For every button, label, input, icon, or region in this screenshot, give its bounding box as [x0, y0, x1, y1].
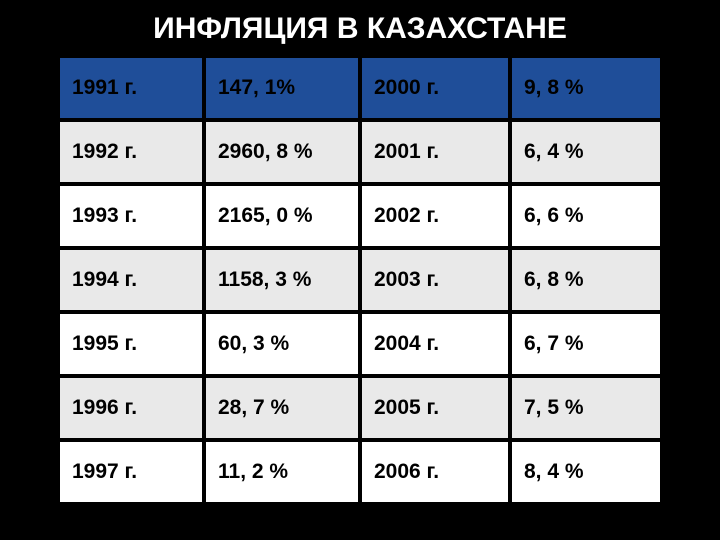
- table-cell: 9, 8 %: [510, 58, 660, 120]
- table-cell: 2004 г.: [360, 312, 510, 376]
- table-cell: 147, 1%: [204, 58, 360, 120]
- table-row: 1993 г.2165, 0 %2002 г.6, 6 %: [60, 184, 660, 248]
- table-cell: 11, 2 %: [204, 440, 360, 504]
- table-cell: 2003 г.: [360, 248, 510, 312]
- table-cell: 1994 г.: [60, 248, 204, 312]
- table-cell: 2960, 8 %: [204, 120, 360, 184]
- table-body: 1991 г.147, 1%2000 г.9, 8 %1992 г.2960, …: [60, 58, 660, 504]
- table-cell: 2002 г.: [360, 184, 510, 248]
- table-cell: 6, 8 %: [510, 248, 660, 312]
- table-cell: 1997 г.: [60, 440, 204, 504]
- table-cell: 1991 г.: [60, 58, 204, 120]
- slide-container: ИНФЛЯЦИЯ В КАЗАХСТАНЕ 1991 г.147, 1%2000…: [0, 0, 720, 540]
- table-cell: 60, 3 %: [204, 312, 360, 376]
- inflation-table: 1991 г.147, 1%2000 г.9, 8 %1992 г.2960, …: [60, 58, 660, 506]
- table-row: 1995 г.60, 3 %2004 г.6, 7 %: [60, 312, 660, 376]
- table-row: 1997 г.11, 2 %2006 г.8, 4 %: [60, 440, 660, 504]
- table-cell: 2001 г.: [360, 120, 510, 184]
- table-row: 1996 г.28, 7 %2005 г.7, 5 %: [60, 376, 660, 440]
- table-cell: 1158, 3 %: [204, 248, 360, 312]
- table-cell: 6, 7 %: [510, 312, 660, 376]
- table-cell: 1992 г.: [60, 120, 204, 184]
- table-cell: 2165, 0 %: [204, 184, 360, 248]
- table-cell: 1993 г.: [60, 184, 204, 248]
- table-cell: 6, 4 %: [510, 120, 660, 184]
- table-cell: 1995 г.: [60, 312, 204, 376]
- table-cell: 2000 г.: [360, 58, 510, 120]
- table-cell: 28, 7 %: [204, 376, 360, 440]
- table-cell: 2006 г.: [360, 440, 510, 504]
- table-row: 1992 г.2960, 8 %2001 г.6, 4 %: [60, 120, 660, 184]
- table-row: 1994 г.1158, 3 %2003 г.6, 8 %: [60, 248, 660, 312]
- table-cell: 6, 6 %: [510, 184, 660, 248]
- table-cell: 8, 4 %: [510, 440, 660, 504]
- slide-title: ИНФЛЯЦИЯ В КАЗАХСТАНЕ: [60, 12, 660, 46]
- table-cell: 1996 г.: [60, 376, 204, 440]
- table-cell: 7, 5 %: [510, 376, 660, 440]
- table-row: 1991 г.147, 1%2000 г.9, 8 %: [60, 58, 660, 120]
- table-cell: 2005 г.: [360, 376, 510, 440]
